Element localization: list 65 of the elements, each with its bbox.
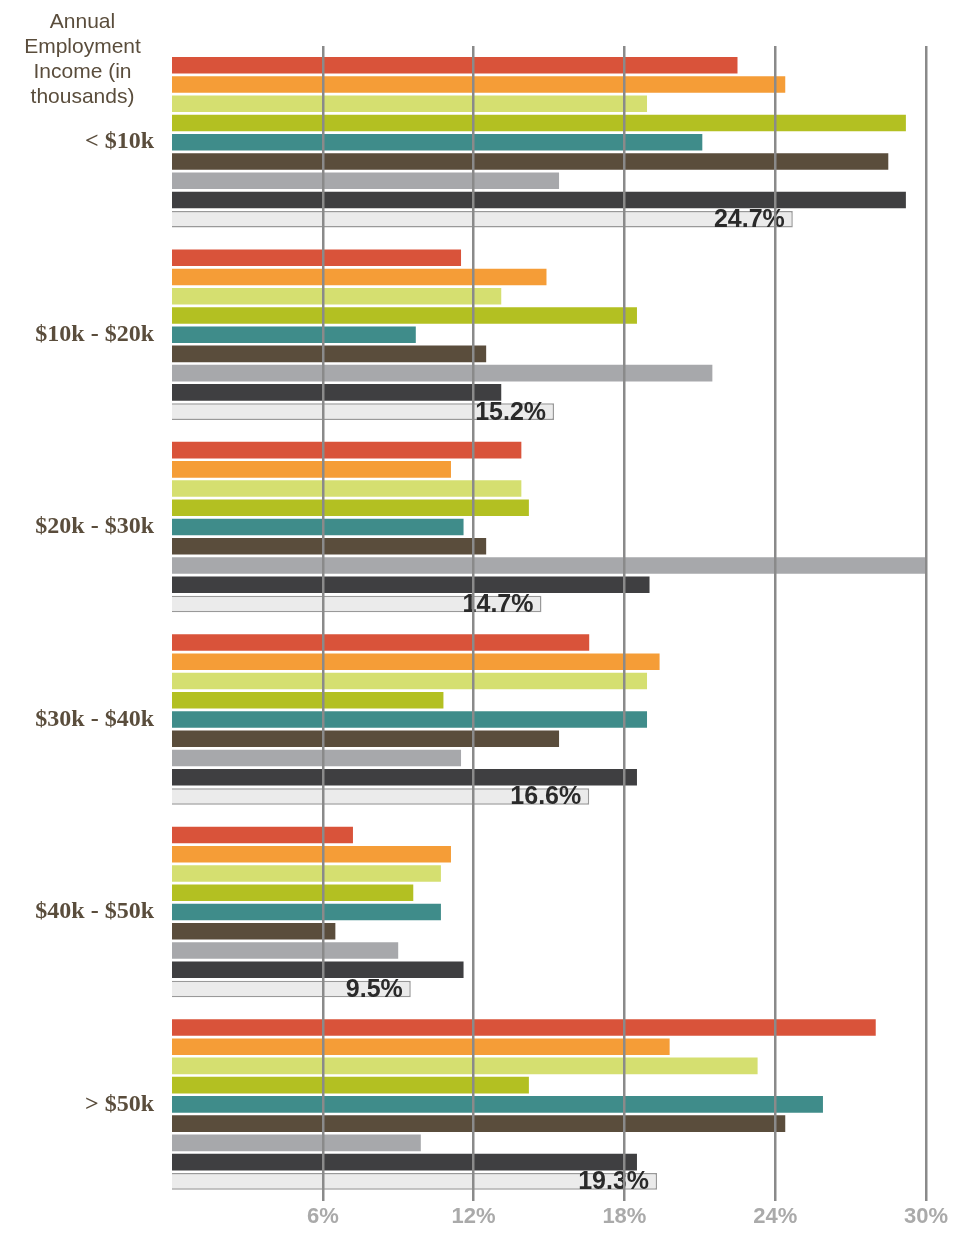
bar <box>172 518 464 536</box>
data-label: 14.7% <box>462 588 534 617</box>
bar <box>172 845 451 863</box>
bar <box>172 922 336 940</box>
bar <box>172 826 353 844</box>
bar <box>172 499 529 517</box>
x-tick-label: 6% <box>306 1202 339 1228</box>
bar <box>172 191 906 209</box>
y-tick-label: $30k - $40k <box>35 704 155 731</box>
y-tick-label: $40k - $50k <box>35 897 155 924</box>
bar <box>172 364 713 382</box>
bar <box>172 634 590 651</box>
bar <box>172 557 926 574</box>
bar <box>172 903 441 921</box>
bar <box>172 461 451 478</box>
bar <box>172 1134 421 1152</box>
bar <box>172 326 416 343</box>
bar <box>172 730 560 748</box>
bar <box>172 441 522 459</box>
bar <box>172 287 502 305</box>
bar <box>172 653 660 671</box>
bar <box>172 56 738 74</box>
bar <box>172 1115 786 1132</box>
bar <box>172 114 906 132</box>
bar <box>172 942 399 959</box>
bar <box>172 1076 529 1094</box>
bar <box>172 95 648 113</box>
bar <box>172 711 648 728</box>
bar <box>172 692 444 709</box>
bar <box>172 538 487 555</box>
bar <box>172 268 547 286</box>
bar <box>172 480 522 497</box>
bar <box>172 76 786 93</box>
y-tick-label: $20k - $30k <box>35 512 155 539</box>
data-label: 9.5% <box>345 973 403 1002</box>
bar <box>172 884 414 901</box>
bar <box>172 307 637 324</box>
x-tick-label: 12% <box>451 1202 496 1228</box>
y-tick-label: < $10k <box>84 127 155 154</box>
bar <box>172 576 650 594</box>
bar <box>172 1038 670 1055</box>
bar <box>172 1019 876 1036</box>
data-label: 16.6% <box>510 781 582 810</box>
bar <box>172 249 462 266</box>
bar <box>172 672 648 690</box>
y-tick-label: $10k - $20k <box>35 319 155 346</box>
bar <box>172 345 487 363</box>
bar <box>172 768 637 786</box>
bar <box>172 1153 637 1171</box>
bar <box>172 384 502 401</box>
y-tick-label: > $50k <box>84 1089 155 1116</box>
bar <box>172 1096 823 1113</box>
bar <box>172 133 703 151</box>
bar <box>172 865 441 882</box>
bar <box>172 961 464 978</box>
x-tick-label: 24% <box>753 1202 798 1228</box>
bar <box>172 153 889 170</box>
x-tick-label: 18% <box>602 1202 647 1228</box>
bar <box>172 172 560 189</box>
y-axis-title: Annual Employment Income (in thousands) <box>23 8 142 108</box>
bar <box>172 749 462 767</box>
data-label: 24.7% <box>713 204 785 233</box>
x-tick-label: 30% <box>903 1202 949 1228</box>
bar <box>172 1057 758 1075</box>
data-label: 15.2% <box>475 396 547 425</box>
